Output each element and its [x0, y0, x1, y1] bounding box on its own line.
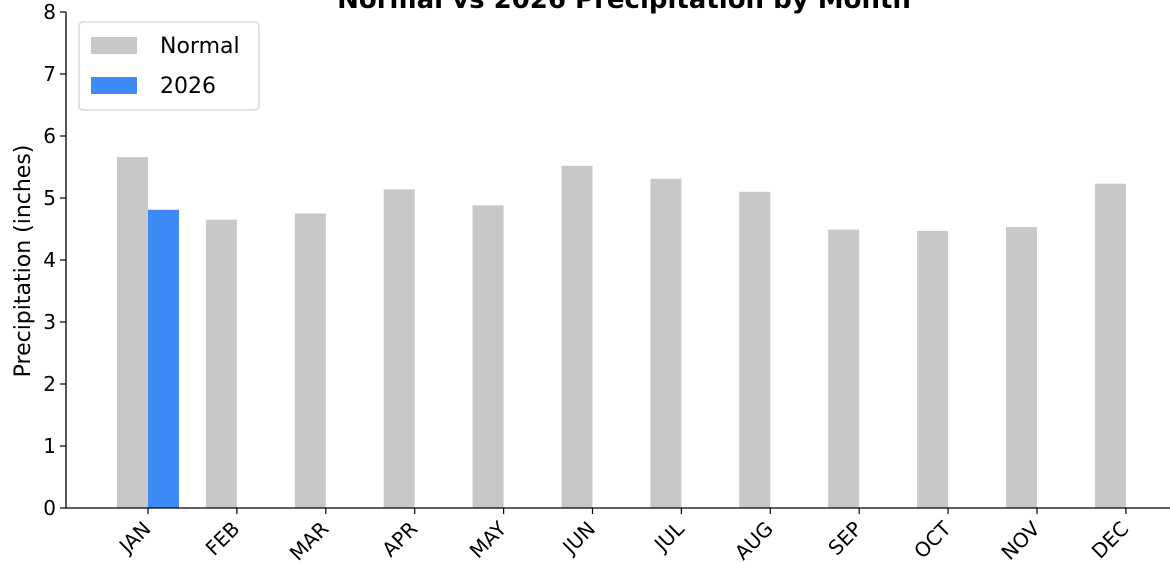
- legend-label-2026: 2026: [160, 74, 216, 99]
- x-tick-label: FEB: [201, 517, 245, 561]
- x-tick-label: MAR: [285, 516, 334, 563]
- y-tick-label: 5: [43, 186, 56, 210]
- chart-title: Normal vs 2026 Precipitation by Month: [337, 0, 911, 15]
- y-tick-label: 0: [43, 496, 56, 520]
- y-axis: 0 1 2 3 4 5 6 7 8: [43, 0, 66, 520]
- y-tick-label: 3: [43, 310, 56, 334]
- bars-group: [117, 157, 1126, 508]
- legend-swatch-normal: [91, 37, 137, 54]
- bar-normal-jun: [562, 166, 593, 508]
- bar-normal-oct: [917, 231, 948, 508]
- y-tick-label: 2: [43, 372, 56, 396]
- legend: Normal 2026: [79, 22, 259, 110]
- bar-normal-mar: [295, 214, 326, 509]
- x-tick-label: APR: [377, 516, 422, 561]
- bar-normal-nov: [1006, 227, 1037, 508]
- bar-2026-jan: [148, 210, 179, 508]
- y-tick-label: 1: [43, 434, 56, 458]
- bar-normal-aug: [739, 192, 770, 508]
- y-axis-label: Precipitation (inches): [11, 145, 36, 378]
- x-tick-label: DEC: [1087, 517, 1134, 563]
- bar-normal-feb: [206, 220, 237, 508]
- y-tick-label: 6: [43, 124, 56, 148]
- bar-normal-jul: [650, 179, 681, 508]
- y-tick-label: 4: [43, 248, 56, 272]
- y-tick-label: 8: [43, 0, 56, 24]
- bar-normal-jan: [117, 157, 148, 508]
- x-tick-label: NOV: [996, 516, 1044, 563]
- x-tick-label: JAN: [113, 517, 156, 560]
- x-tick-label: AUG: [730, 517, 778, 563]
- legend-label-normal: Normal: [160, 34, 240, 59]
- legend-swatch-2026: [91, 77, 137, 94]
- y-tick-label: 7: [43, 62, 56, 86]
- x-tick-label: MAY: [465, 516, 512, 563]
- x-tick-label: OCT: [909, 516, 956, 563]
- bar-normal-sep: [828, 230, 859, 508]
- x-tick-label: SEP: [823, 517, 866, 560]
- bar-normal-dec: [1095, 184, 1126, 508]
- x-axis: JAN FEB MAR APR MAY JUN JUL AUG SEP OCT NOV DEC: [113, 508, 1133, 563]
- x-tick-label: JUL: [648, 516, 689, 557]
- bar-normal-may: [473, 205, 504, 508]
- x-tick-label: JUN: [557, 517, 600, 560]
- bar-normal-apr: [384, 189, 415, 508]
